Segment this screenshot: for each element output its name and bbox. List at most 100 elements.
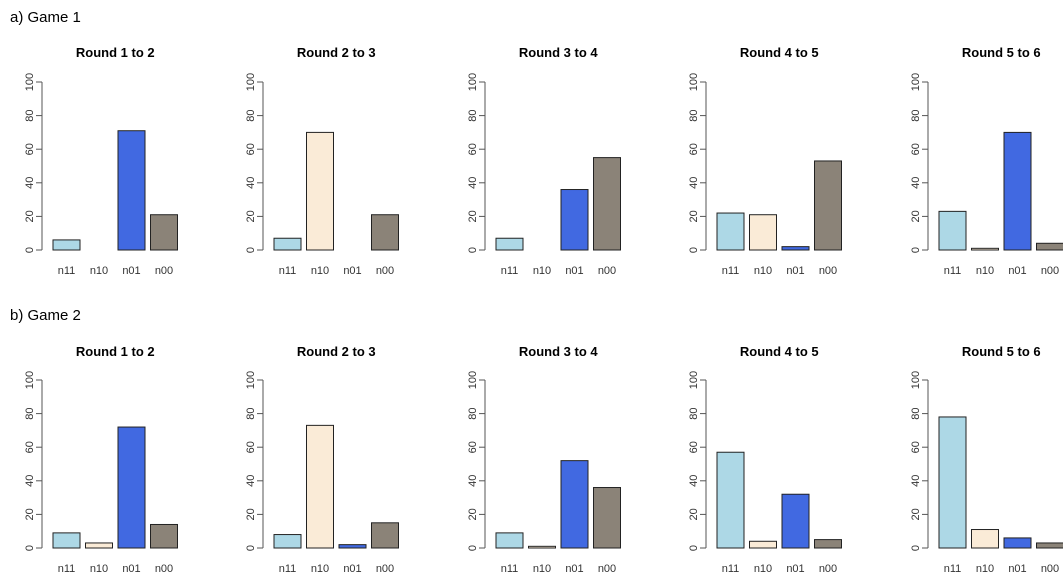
- panel-title: Round 2 to 3: [297, 344, 376, 359]
- y-tick-label: 100: [245, 371, 257, 389]
- y-tick-label: 60: [467, 143, 479, 155]
- panel-title: Round 1 to 2: [76, 45, 155, 60]
- category-label: n00: [819, 563, 837, 575]
- bar-n01: [781, 246, 810, 251]
- category-label: n01: [343, 265, 361, 277]
- chart-panel: Round 3 to 4 n11 n10 n01 n00: [479, 344, 621, 575]
- panel-title: Round 2 to 3: [297, 45, 376, 60]
- category-label: n01: [565, 265, 583, 277]
- category-label: n11: [279, 265, 297, 277]
- y-tick-label: 60: [245, 143, 257, 155]
- y-tick-label: 60: [24, 143, 36, 155]
- panel-title: Round 3 to 4: [519, 344, 598, 359]
- category-label: n00: [376, 265, 394, 277]
- bar-n10: [971, 247, 999, 251]
- chart-panel: Round 2 to 3 n11 n10 n01 n00: [257, 344, 399, 575]
- category-label: n01: [343, 563, 361, 575]
- chart-panel: Round 5 to 6 n11 n10 n01 n00: [922, 344, 1063, 575]
- category-label: n00: [155, 265, 173, 277]
- category-label: n00: [598, 265, 616, 277]
- category-label: n01: [122, 563, 140, 575]
- y-tick-label: 40: [688, 475, 700, 487]
- y-tick-label: 80: [245, 407, 257, 419]
- y-tick-label: 40: [245, 475, 257, 487]
- y-tick-label: 0: [467, 247, 479, 253]
- y-tick-label: 60: [24, 441, 36, 453]
- bar-n00: [593, 487, 621, 549]
- bar-n01: [1003, 537, 1032, 549]
- y-tick-label: 20: [24, 210, 36, 222]
- y-tick-label: 0: [910, 247, 922, 253]
- y-tick-label: 100: [245, 73, 257, 91]
- y-tick-label: 60: [688, 441, 700, 453]
- panel-title: Round 3 to 4: [519, 45, 598, 60]
- category-label: n10: [754, 265, 772, 277]
- bar-n11: [273, 237, 302, 251]
- category-label: n10: [533, 563, 551, 575]
- y-tick-label: 100: [467, 371, 479, 389]
- y-tick-label: 100: [467, 73, 479, 91]
- bar-n10: [306, 131, 334, 251]
- bar-n01: [1003, 131, 1032, 251]
- chart-panel: Round 4 to 5 n11 n10 n01 n00: [700, 344, 842, 575]
- panel-title: Round 5 to 6: [962, 45, 1041, 60]
- bar-n00: [1036, 242, 1063, 251]
- category-label: n00: [819, 265, 837, 277]
- y-tick-label: 80: [24, 109, 36, 121]
- chart-panel: Round 1 to 2 n11 n10 n01 n00: [36, 45, 178, 277]
- bar-n11: [716, 451, 745, 549]
- y-tick-label: 60: [467, 441, 479, 453]
- bar-n00: [371, 522, 399, 549]
- bar-n11: [938, 210, 967, 251]
- group-label: b) Game 2: [10, 307, 81, 324]
- category-label: n10: [90, 563, 108, 575]
- category-label: n10: [754, 563, 772, 575]
- bar-n10: [85, 542, 113, 549]
- category-label: n00: [376, 563, 394, 575]
- category-label: n11: [501, 563, 519, 575]
- y-tick-label: 0: [688, 247, 700, 253]
- y-tick-label: 80: [467, 407, 479, 419]
- bar-n01: [560, 460, 589, 549]
- y-tick-label: 20: [24, 508, 36, 520]
- bar-n11: [495, 237, 524, 251]
- category-label: n00: [155, 563, 173, 575]
- category-label: n01: [1008, 563, 1026, 575]
- y-tick-label: 20: [245, 508, 257, 520]
- category-label: n10: [90, 265, 108, 277]
- y-tick-label: 40: [467, 475, 479, 487]
- category-label: n11: [944, 265, 962, 277]
- y-tick-label: 20: [910, 210, 922, 222]
- bar-n01: [117, 426, 146, 549]
- category-label: n11: [58, 265, 76, 277]
- category-label: n00: [1041, 265, 1059, 277]
- bar-n11: [273, 534, 302, 549]
- bar-n11: [495, 532, 524, 549]
- y-tick-label: 60: [688, 143, 700, 155]
- y-tick-label: 100: [688, 73, 700, 91]
- y-tick-label: 40: [467, 177, 479, 189]
- y-tick-label: 20: [688, 210, 700, 222]
- y-tick-label: 40: [245, 177, 257, 189]
- y-tick-label: 20: [688, 508, 700, 520]
- bar-n01: [338, 544, 367, 549]
- category-label: n11: [501, 265, 519, 277]
- y-tick-label: 80: [910, 407, 922, 419]
- bar-n00: [814, 160, 842, 251]
- bar-n11: [52, 532, 81, 549]
- bar-n10: [749, 214, 777, 251]
- category-label: n00: [1041, 563, 1059, 575]
- category-label: n01: [1008, 265, 1026, 277]
- y-tick-label: 40: [24, 177, 36, 189]
- y-tick-label: 80: [467, 109, 479, 121]
- y-tick-label: 100: [910, 371, 922, 389]
- y-tick-label: 0: [245, 545, 257, 551]
- y-tick-label: 0: [24, 545, 36, 551]
- panel-title: Round 5 to 6: [962, 344, 1041, 359]
- chart-panel: Round 3 to 4 n11 n10 n01 n00: [479, 45, 621, 277]
- category-label: n10: [311, 265, 329, 277]
- category-label: n10: [533, 265, 551, 277]
- panel-title: Round 4 to 5: [740, 45, 819, 60]
- y-tick-label: 100: [24, 73, 36, 91]
